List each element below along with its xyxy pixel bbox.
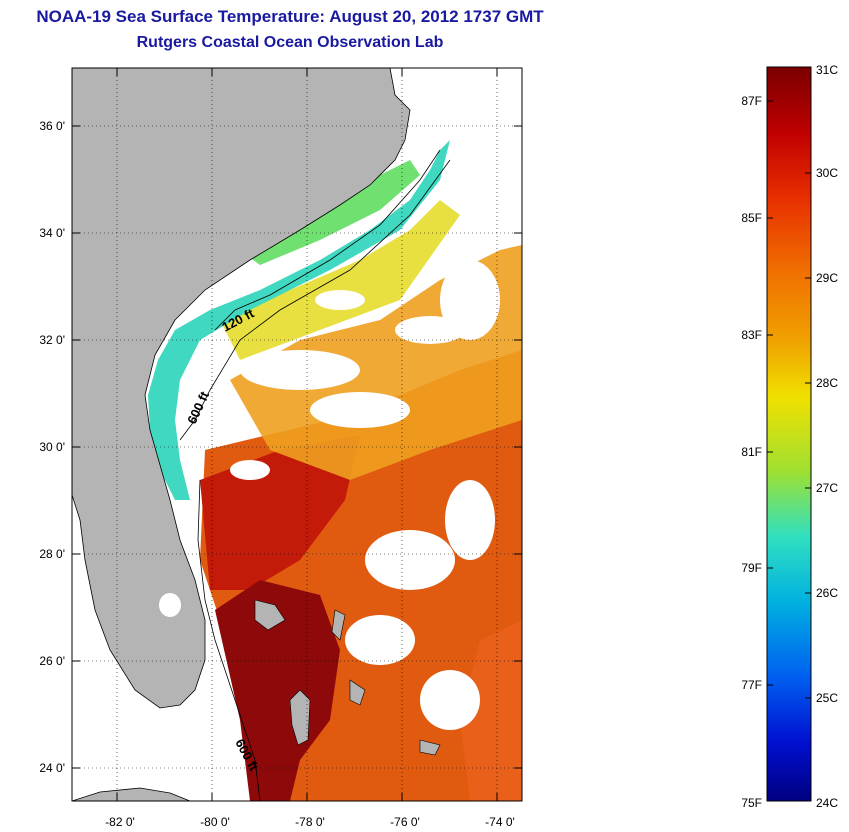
- lat-label: 34 0': [39, 226, 65, 240]
- celsius-label: 31C: [816, 63, 838, 77]
- isobath-600ft: [179, 159, 451, 441]
- lat-label: 28 0': [39, 547, 65, 561]
- sst-cool-shelf: [148, 140, 450, 500]
- celsius-label: 24C: [816, 796, 838, 810]
- lat-label: 36 0': [39, 119, 65, 133]
- celsius-label: 27C: [816, 481, 838, 495]
- map-title: NOAA-19 Sea Surface Temperature: August …: [36, 7, 544, 26]
- celsius-label: 25C: [816, 691, 838, 705]
- temperature-colorbar: [766, 66, 812, 802]
- bahamas-islands: [254, 599, 441, 756]
- lake-okeechobee: [159, 593, 181, 617]
- lat-label: 26 0': [39, 654, 65, 668]
- longitude-labels: -82 0' -80 0' -78 0' -76 0' -74 0': [105, 815, 515, 829]
- colorbar-fahrenheit-labels: 87F 85F 83F 81F 79F 77F 75F: [741, 94, 762, 810]
- map-grid: [72, 68, 522, 801]
- sst-east-strip: [460, 620, 522, 801]
- map-frame: [71, 67, 523, 802]
- cloud-cover: [230, 260, 500, 730]
- map-area: 120 ft 600 ft 600 ft: [72, 68, 522, 801]
- lon-label: -74 0': [485, 815, 515, 829]
- fahrenheit-label: 81F: [741, 445, 762, 459]
- lat-label: 32 0': [39, 333, 65, 347]
- fahrenheit-label: 83F: [741, 328, 762, 342]
- lat-label: 24 0': [39, 761, 65, 775]
- isobath-600ft-south: [197, 479, 261, 801]
- land-cuba: [72, 787, 191, 801]
- lon-label: -82 0': [105, 815, 135, 829]
- land-southeast-us: [72, 68, 411, 709]
- colorbar-fahrenheit-ticks: [767, 100, 773, 686]
- colorbar-celsius-labels: 31C 30C 29C 28C 27C 26C 25C 24C: [816, 63, 838, 810]
- fahrenheit-label: 75F: [741, 796, 762, 810]
- fahrenheit-label: 79F: [741, 561, 762, 575]
- fahrenheit-label: 85F: [741, 211, 762, 225]
- celsius-label: 30C: [816, 166, 838, 180]
- lon-label: -80 0': [200, 815, 230, 829]
- map-subtitle: Rutgers Coastal Ocean Observation Lab: [136, 34, 444, 51]
- lon-label: -78 0': [295, 815, 325, 829]
- celsius-label: 29C: [816, 271, 838, 285]
- latitude-labels: 36 0' 34 0' 32 0' 30 0' 28 0' 26 0' 24 0…: [39, 119, 65, 775]
- fahrenheit-label: 77F: [741, 678, 762, 692]
- celsius-label: 26C: [816, 586, 838, 600]
- sst-hot-bahamas: [215, 580, 340, 801]
- sst-yellow-region: [220, 200, 460, 360]
- fahrenheit-label: 87F: [741, 94, 762, 108]
- celsius-label: 28C: [816, 376, 838, 390]
- isobath-120ft: [214, 149, 441, 331]
- lon-label: -76 0': [390, 815, 420, 829]
- axis-ticks: [72, 68, 522, 801]
- colorbar-celsius-ticks: [805, 172, 811, 699]
- lat-label: 30 0': [39, 440, 65, 454]
